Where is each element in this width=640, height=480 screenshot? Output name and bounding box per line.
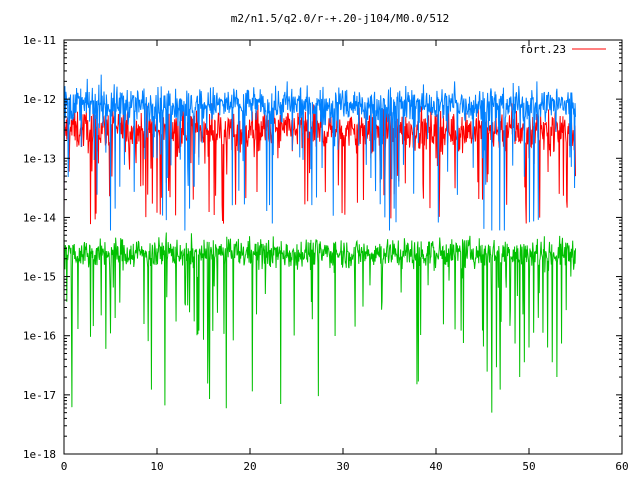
series-line-0: [63, 103, 576, 225]
y-tick-label-6: 1e-12: [23, 93, 56, 106]
x-tick-label-4: 40: [429, 460, 442, 473]
series-line-1: [63, 74, 576, 231]
y-tick-label-7: 1e-11: [23, 34, 56, 47]
y-tick-label-2: 1e-16: [23, 330, 56, 343]
series-layer: [63, 74, 576, 413]
y-tick-label-0: 1e-18: [23, 448, 56, 461]
x-tick-label-6: 60: [615, 460, 628, 473]
y-tick-label-3: 1e-15: [23, 271, 56, 284]
x-tick-label-0: 0: [61, 460, 68, 473]
axes-layer: 0 10 20 30 40 50 60 1e-18 1e-17 1e-16 1e-15 1e-14 1e…: [23, 34, 629, 473]
y-tick-label-5: 1e-13: [23, 152, 56, 165]
chart-title: m2/n1.5/q2.0/r-+.20-j104/M0.0/512: [231, 12, 450, 25]
x-tick-label-3: 30: [336, 460, 349, 473]
legend: fort.23: [520, 43, 606, 56]
y-tick-label-1: 1e-17: [23, 389, 56, 402]
legend-label: fort.23: [520, 43, 566, 56]
x-tick-label-1: 10: [150, 460, 163, 473]
x-tick-label-2: 20: [243, 460, 256, 473]
y-tick-label-4: 1e-14: [23, 211, 56, 224]
series-line-2: [63, 232, 576, 413]
x-tick-label-5: 50: [522, 460, 535, 473]
